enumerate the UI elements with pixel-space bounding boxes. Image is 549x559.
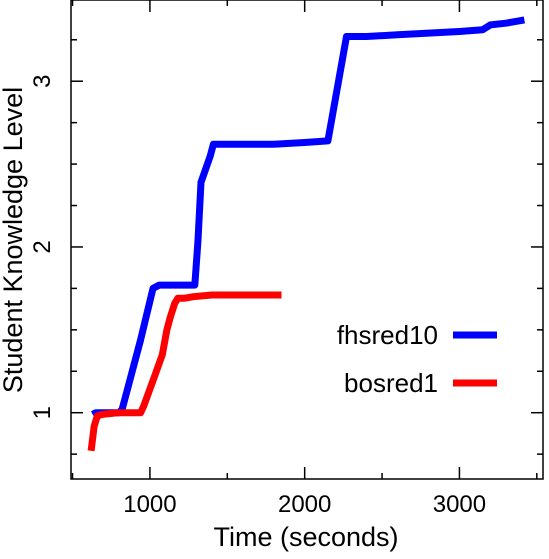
x-axis-label: Time (seconds) xyxy=(213,522,398,552)
legend-label-bosred1: bosred1 xyxy=(344,368,438,398)
series-line-bosred1 xyxy=(87,291,282,452)
series-layer xyxy=(87,16,526,452)
y-tick-label: 3 xyxy=(29,75,56,88)
x-tick-label: 1000 xyxy=(123,491,176,518)
x-tick-label: 3000 xyxy=(433,491,486,518)
legend: fhsred10 bosred1 xyxy=(337,320,497,398)
legend-label-fhsred10: fhsred10 xyxy=(337,320,438,350)
y-tick-label: 2 xyxy=(29,240,56,253)
y-axis-label: Student Knowledge Level xyxy=(0,87,28,393)
y-tick-label: 1 xyxy=(29,406,56,419)
axis-ticks: 1000 2000 3000 1 2 3 xyxy=(29,0,543,518)
plot-frame xyxy=(70,0,544,480)
x-tick-label: 2000 xyxy=(278,491,331,518)
series-line-fhsred10 xyxy=(91,16,526,418)
